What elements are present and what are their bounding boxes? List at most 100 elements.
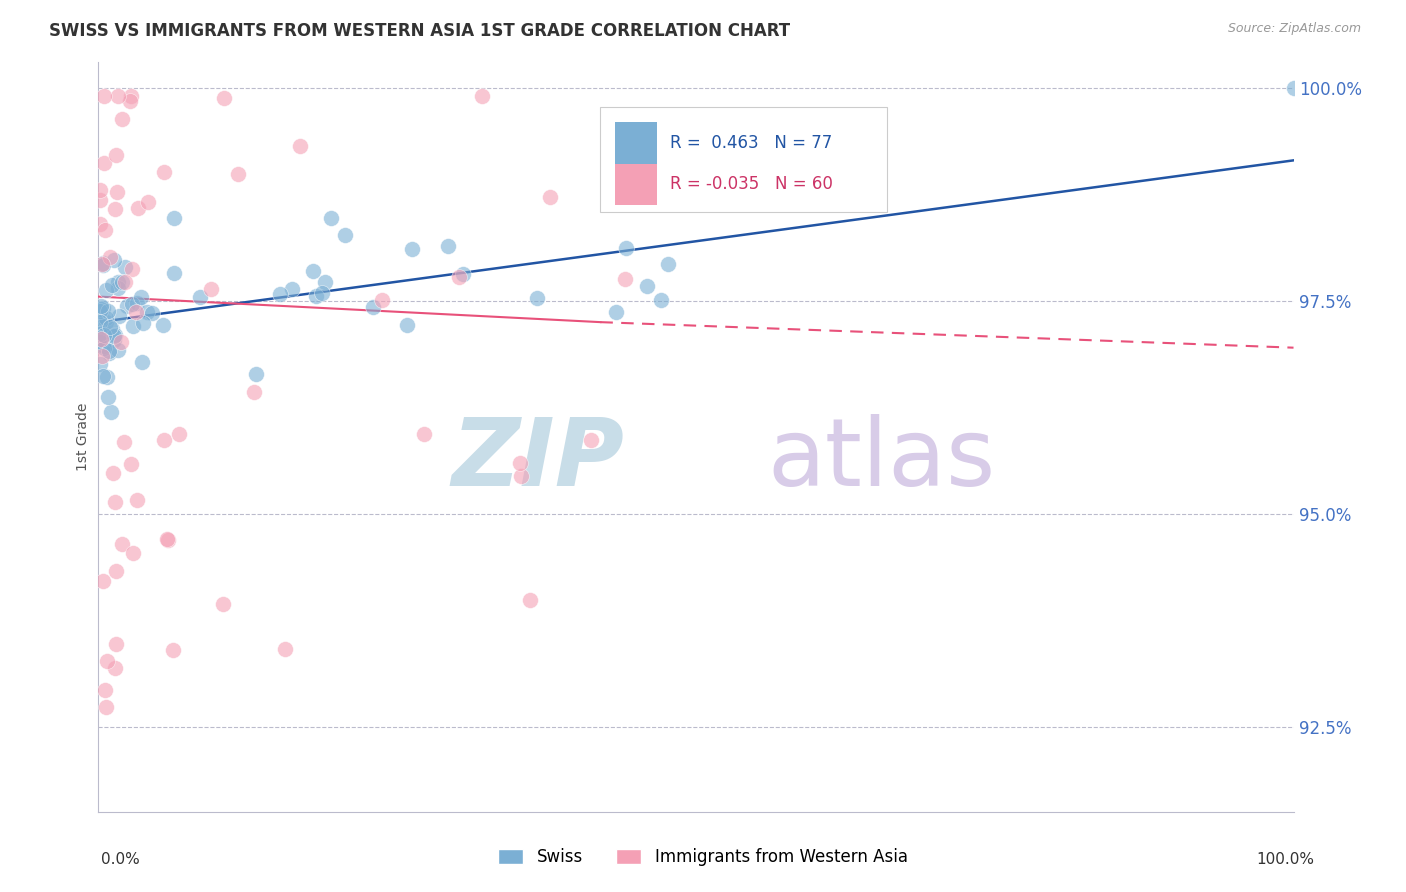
Point: [89, 318, 111, 332]
Point: [94, 283, 117, 297]
Point: [91, 301, 114, 315]
Point: [91, 258, 114, 272]
Point: [636, 278, 658, 293]
Point: [98, 319, 121, 334]
Point: [90, 302, 112, 317]
Point: [100, 404, 122, 418]
Point: [101, 278, 124, 293]
Point: [93, 156, 115, 170]
Point: [401, 243, 423, 257]
Point: [96, 315, 118, 329]
Point: [200, 282, 222, 296]
Point: [105, 186, 128, 200]
Point: [226, 167, 249, 181]
Point: [321, 211, 343, 226]
Point: [120, 457, 142, 471]
Point: [650, 293, 672, 307]
Point: [141, 305, 163, 319]
Text: R =  0.463   N = 77: R = 0.463 N = 77: [669, 134, 832, 152]
Point: [190, 290, 212, 304]
Point: [97, 303, 120, 318]
Point: [449, 270, 471, 285]
Point: [107, 89, 129, 103]
Point: [104, 202, 127, 216]
Point: [91, 257, 114, 271]
Point: [152, 165, 174, 179]
Point: [107, 275, 129, 289]
Legend: Swiss, Immigrants from Western Asia: Swiss, Immigrants from Western Asia: [491, 840, 915, 875]
Point: [125, 493, 148, 508]
Point: [93, 327, 115, 342]
Point: [302, 263, 325, 277]
Point: [111, 537, 134, 551]
Point: [89, 357, 111, 371]
Point: [121, 262, 143, 277]
Point: [153, 433, 176, 447]
Point: [96, 370, 118, 384]
Point: [662, 194, 685, 208]
Point: [169, 427, 191, 442]
Point: [91, 322, 114, 336]
Point: [91, 333, 114, 347]
Point: [104, 327, 127, 342]
Point: [94, 700, 117, 714]
Text: ZIP: ZIP: [451, 414, 624, 506]
Point: [104, 661, 127, 675]
Point: [273, 641, 295, 656]
FancyBboxPatch shape: [614, 122, 657, 163]
Point: [97, 346, 120, 360]
Point: [613, 271, 636, 285]
FancyBboxPatch shape: [614, 163, 657, 205]
Point: [89, 315, 111, 329]
Point: [281, 282, 304, 296]
Point: [104, 637, 127, 651]
Point: [371, 293, 394, 308]
Point: [124, 305, 146, 319]
Point: [333, 227, 356, 242]
Point: [212, 597, 235, 611]
Point: [98, 250, 121, 264]
Point: [510, 469, 533, 483]
Point: [135, 305, 157, 319]
Point: [93, 342, 115, 356]
Text: Source: ZipAtlas.com: Source: ZipAtlas.com: [1227, 22, 1361, 36]
Point: [97, 390, 120, 404]
Point: [101, 466, 124, 480]
Point: [413, 427, 436, 442]
Point: [1282, 81, 1305, 95]
Point: [107, 309, 129, 323]
Point: [93, 223, 115, 237]
Point: [214, 91, 236, 105]
Point: [526, 291, 548, 305]
Point: [89, 183, 111, 197]
Point: [156, 533, 179, 548]
Point: [136, 195, 159, 210]
Point: [89, 335, 111, 350]
Point: [91, 255, 114, 269]
Point: [112, 435, 135, 450]
Point: [93, 89, 115, 103]
Point: [163, 211, 186, 225]
Y-axis label: 1st Grade: 1st Grade: [76, 403, 90, 471]
Point: [453, 267, 475, 281]
Point: [89, 327, 111, 342]
Point: [111, 112, 134, 126]
Point: [132, 317, 155, 331]
Point: [89, 218, 111, 232]
Point: [114, 260, 136, 274]
Point: [738, 143, 761, 157]
Point: [89, 193, 111, 207]
Point: [110, 334, 132, 349]
Point: [605, 304, 627, 318]
Point: [94, 310, 117, 325]
Point: [519, 593, 541, 607]
Point: [152, 318, 174, 333]
Point: [103, 333, 125, 347]
Point: [93, 339, 115, 353]
Point: [89, 303, 111, 318]
Point: [90, 332, 112, 346]
Point: [156, 532, 179, 546]
Point: [97, 344, 120, 359]
Point: [614, 241, 637, 255]
Point: [94, 683, 117, 698]
